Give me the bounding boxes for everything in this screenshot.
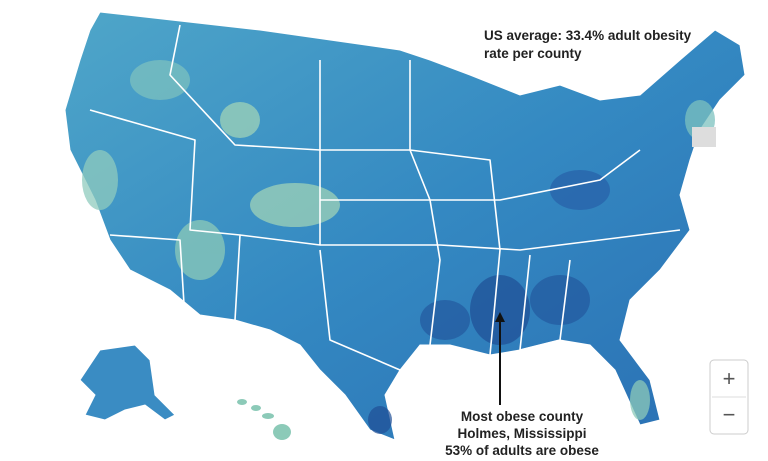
contiguous-us [64,11,746,441]
state-borders [519,254,571,351]
zoom-out-button[interactable]: − [711,398,747,433]
annotation-text: Holmes, Mississippi [457,426,586,441]
hawaii [237,399,291,440]
state-borders [319,60,441,346]
state-borders [169,24,321,246]
zoom-out-label[interactable]: − [723,402,736,427]
annotation-text: Most obese county [461,409,584,424]
no-data-region [692,127,716,147]
annotation-text: US average: 33.4% adult obesity [484,28,692,43]
zoom-in-label[interactable]: + [723,366,736,391]
dark-patches [368,170,610,434]
state-borders [320,149,641,201]
state-borders [320,229,681,251]
annotation-text: 53% of adults are obese [445,443,599,458]
annotation-arrowhead [495,312,505,322]
alaska [79,344,176,421]
light-patches [82,60,715,420]
state-borders [109,234,186,321]
zoom-in-button[interactable]: + [711,361,747,396]
state-borders [319,249,401,371]
zoom-control: + − [709,359,749,435]
state-borders [89,109,241,321]
state-borders [409,60,501,356]
annotation-text: rate per county [484,46,582,61]
